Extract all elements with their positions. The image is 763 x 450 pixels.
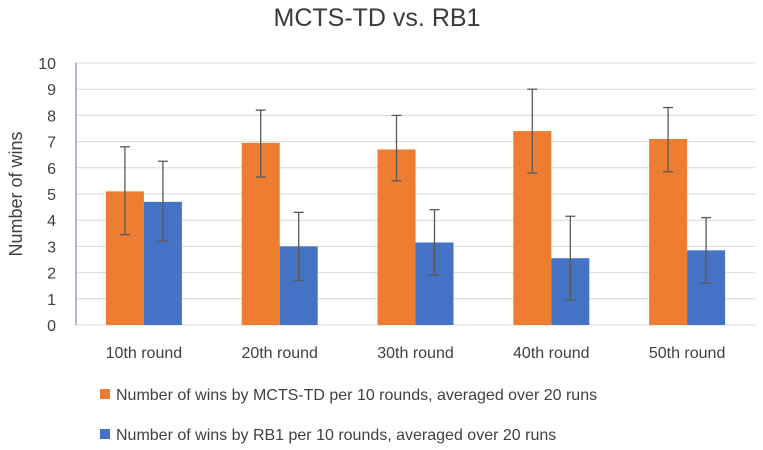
legend-label-mctstd: Number of wins by MCTS-TD per 10 rounds,… xyxy=(116,387,597,404)
y-tick-label: 10 xyxy=(38,56,56,73)
y-axis-label: Number of wins xyxy=(6,131,26,256)
y-tick-label: 2 xyxy=(47,266,56,283)
y-axis-ticks: 0 1 2 3 4 5 6 7 8 9 10 xyxy=(38,56,56,335)
y-tick-label: 8 xyxy=(47,108,56,125)
chart-title: MCTS-TD vs. RB1 xyxy=(274,4,481,32)
y-tick-label: 1 xyxy=(47,292,56,309)
x-tick-label: 30th round xyxy=(377,345,454,362)
y-tick-label: 3 xyxy=(47,239,56,256)
y-tick-label: 7 xyxy=(47,135,56,152)
x-axis-ticks: 10th round 20th round 30th round 40th round… xyxy=(106,345,726,362)
bars xyxy=(105,131,726,325)
y-tick-label: 0 xyxy=(47,318,56,335)
legend-swatch-mctstd xyxy=(100,389,110,399)
legend-label-rb1: Number of wins by RB1 per 10 rounds, ave… xyxy=(116,427,556,444)
y-tick-label: 9 xyxy=(47,82,56,99)
x-tick-label: 20th round xyxy=(241,345,318,362)
x-tick-label: 40th round xyxy=(513,345,590,362)
y-tick-label: 5 xyxy=(47,187,56,204)
legend: Number of wins by MCTS-TD per 10 rounds,… xyxy=(100,387,597,444)
y-tick-label: 6 xyxy=(47,161,56,178)
y-tick-label: 4 xyxy=(47,213,56,230)
x-tick-label: 50th round xyxy=(649,345,726,362)
legend-swatch-rb1 xyxy=(100,429,110,439)
error-bars xyxy=(119,88,712,301)
x-tick-label: 10th round xyxy=(106,345,183,362)
